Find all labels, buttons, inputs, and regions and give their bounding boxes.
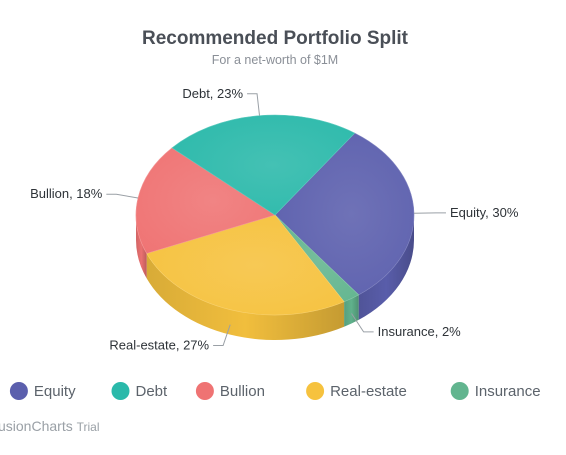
legend-marker — [306, 382, 324, 400]
chart-subtitle: For a net-worth of $1M — [212, 53, 338, 67]
data-label-bullion: Bullion, 18% — [30, 186, 103, 201]
legend-marker — [112, 382, 130, 400]
leader-line-debt — [247, 94, 259, 116]
data-label-insurance: Insurance, 2% — [378, 324, 462, 339]
legend-marker — [196, 382, 214, 400]
legend-label: Equity — [34, 383, 76, 400]
legend-marker — [451, 382, 469, 400]
watermark: usionCharts Trial — [0, 418, 99, 434]
legend-label: Insurance — [475, 383, 541, 400]
legend-label: Debt — [136, 383, 169, 400]
legend: Equity Debt Bullion Real-estate Insurance — [10, 382, 541, 400]
legend-item-equity[interactable]: Equity — [10, 382, 76, 400]
pie-slices-group — [136, 115, 414, 315]
legend-marker — [10, 382, 28, 400]
watermark-brand: usionCharts — [0, 418, 73, 434]
legend-item-debt[interactable]: Debt — [112, 382, 169, 400]
data-label-real-estate: Real-estate, 27% — [109, 337, 209, 352]
legend-item-bullion[interactable]: Bullion — [196, 382, 265, 400]
data-label-equity: Equity, 30% — [450, 205, 519, 220]
legend-item-real-estate[interactable]: Real-estate — [306, 382, 407, 400]
legend-label: Real-estate — [330, 383, 407, 400]
legend-label: Bullion — [220, 383, 265, 400]
legend-item-insurance[interactable]: Insurance — [451, 382, 541, 400]
watermark-trial: Trial — [77, 420, 100, 434]
data-label-debt: Debt, 23% — [182, 86, 243, 101]
chart-title: Recommended Portfolio Split — [142, 28, 409, 49]
leader-line-bullion — [106, 194, 138, 198]
